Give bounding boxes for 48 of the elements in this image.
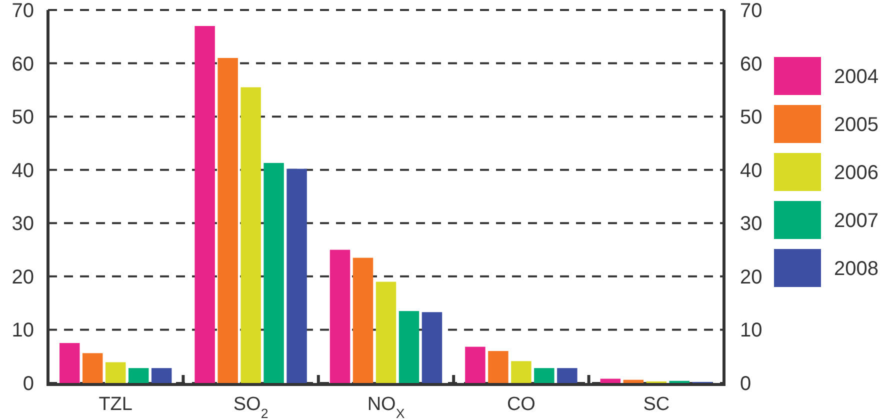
bar	[264, 162, 284, 383]
bar	[105, 362, 126, 383]
bar	[422, 312, 442, 383]
x-tick-label: SO$_{2}$	[233, 394, 268, 419]
bar	[194, 26, 215, 383]
y2-tick-label: 40	[740, 160, 762, 182]
y-tick-label: 0	[22, 373, 34, 395]
y-tick-label: 50	[12, 106, 34, 129]
bar	[82, 353, 103, 383]
y2-tick-label: 10	[740, 320, 762, 342]
bar	[534, 368, 554, 383]
bar	[330, 250, 350, 383]
bar	[151, 368, 172, 383]
bar	[623, 380, 644, 383]
y2-tick-label: 70	[740, 0, 762, 22]
y-tick-label: 70	[12, 0, 34, 22]
legend-label: 2006	[834, 162, 878, 184]
legend-label: 2007	[834, 210, 878, 232]
bar	[488, 351, 508, 383]
y-tick-label: 30	[12, 213, 34, 236]
y-tick-label: 60	[12, 53, 34, 76]
y2-tick-label: 0	[740, 373, 752, 395]
bar	[352, 258, 374, 383]
y2-tick-label: 20	[740, 266, 762, 288]
x-tick-label: SC	[643, 394, 670, 415]
bar	[286, 168, 307, 383]
legend-label: 2008	[834, 258, 878, 280]
x-tick-label: TZL	[98, 394, 132, 415]
bar	[218, 58, 238, 383]
y-tick-label: 40	[12, 160, 34, 182]
bar	[465, 346, 486, 383]
bar	[128, 368, 149, 383]
y2-tick-label: 50	[740, 106, 762, 129]
bar	[511, 361, 532, 383]
bar	[398, 311, 420, 383]
bar	[376, 282, 396, 383]
bar	[240, 87, 261, 383]
x-tick-label: CO	[506, 394, 536, 415]
bar	[59, 343, 80, 383]
legend-label: 2005	[834, 114, 878, 136]
bar	[557, 368, 578, 383]
y2-tick-label: 60	[740, 53, 762, 76]
y2-tick-label: 30	[740, 213, 762, 236]
bar	[600, 378, 621, 383]
y-tick-label: 10	[12, 320, 34, 342]
legend-label: 2004	[834, 66, 878, 88]
y-tick-label: 20	[12, 266, 34, 288]
x-tick-label: NO$_{X}$	[367, 394, 405, 419]
